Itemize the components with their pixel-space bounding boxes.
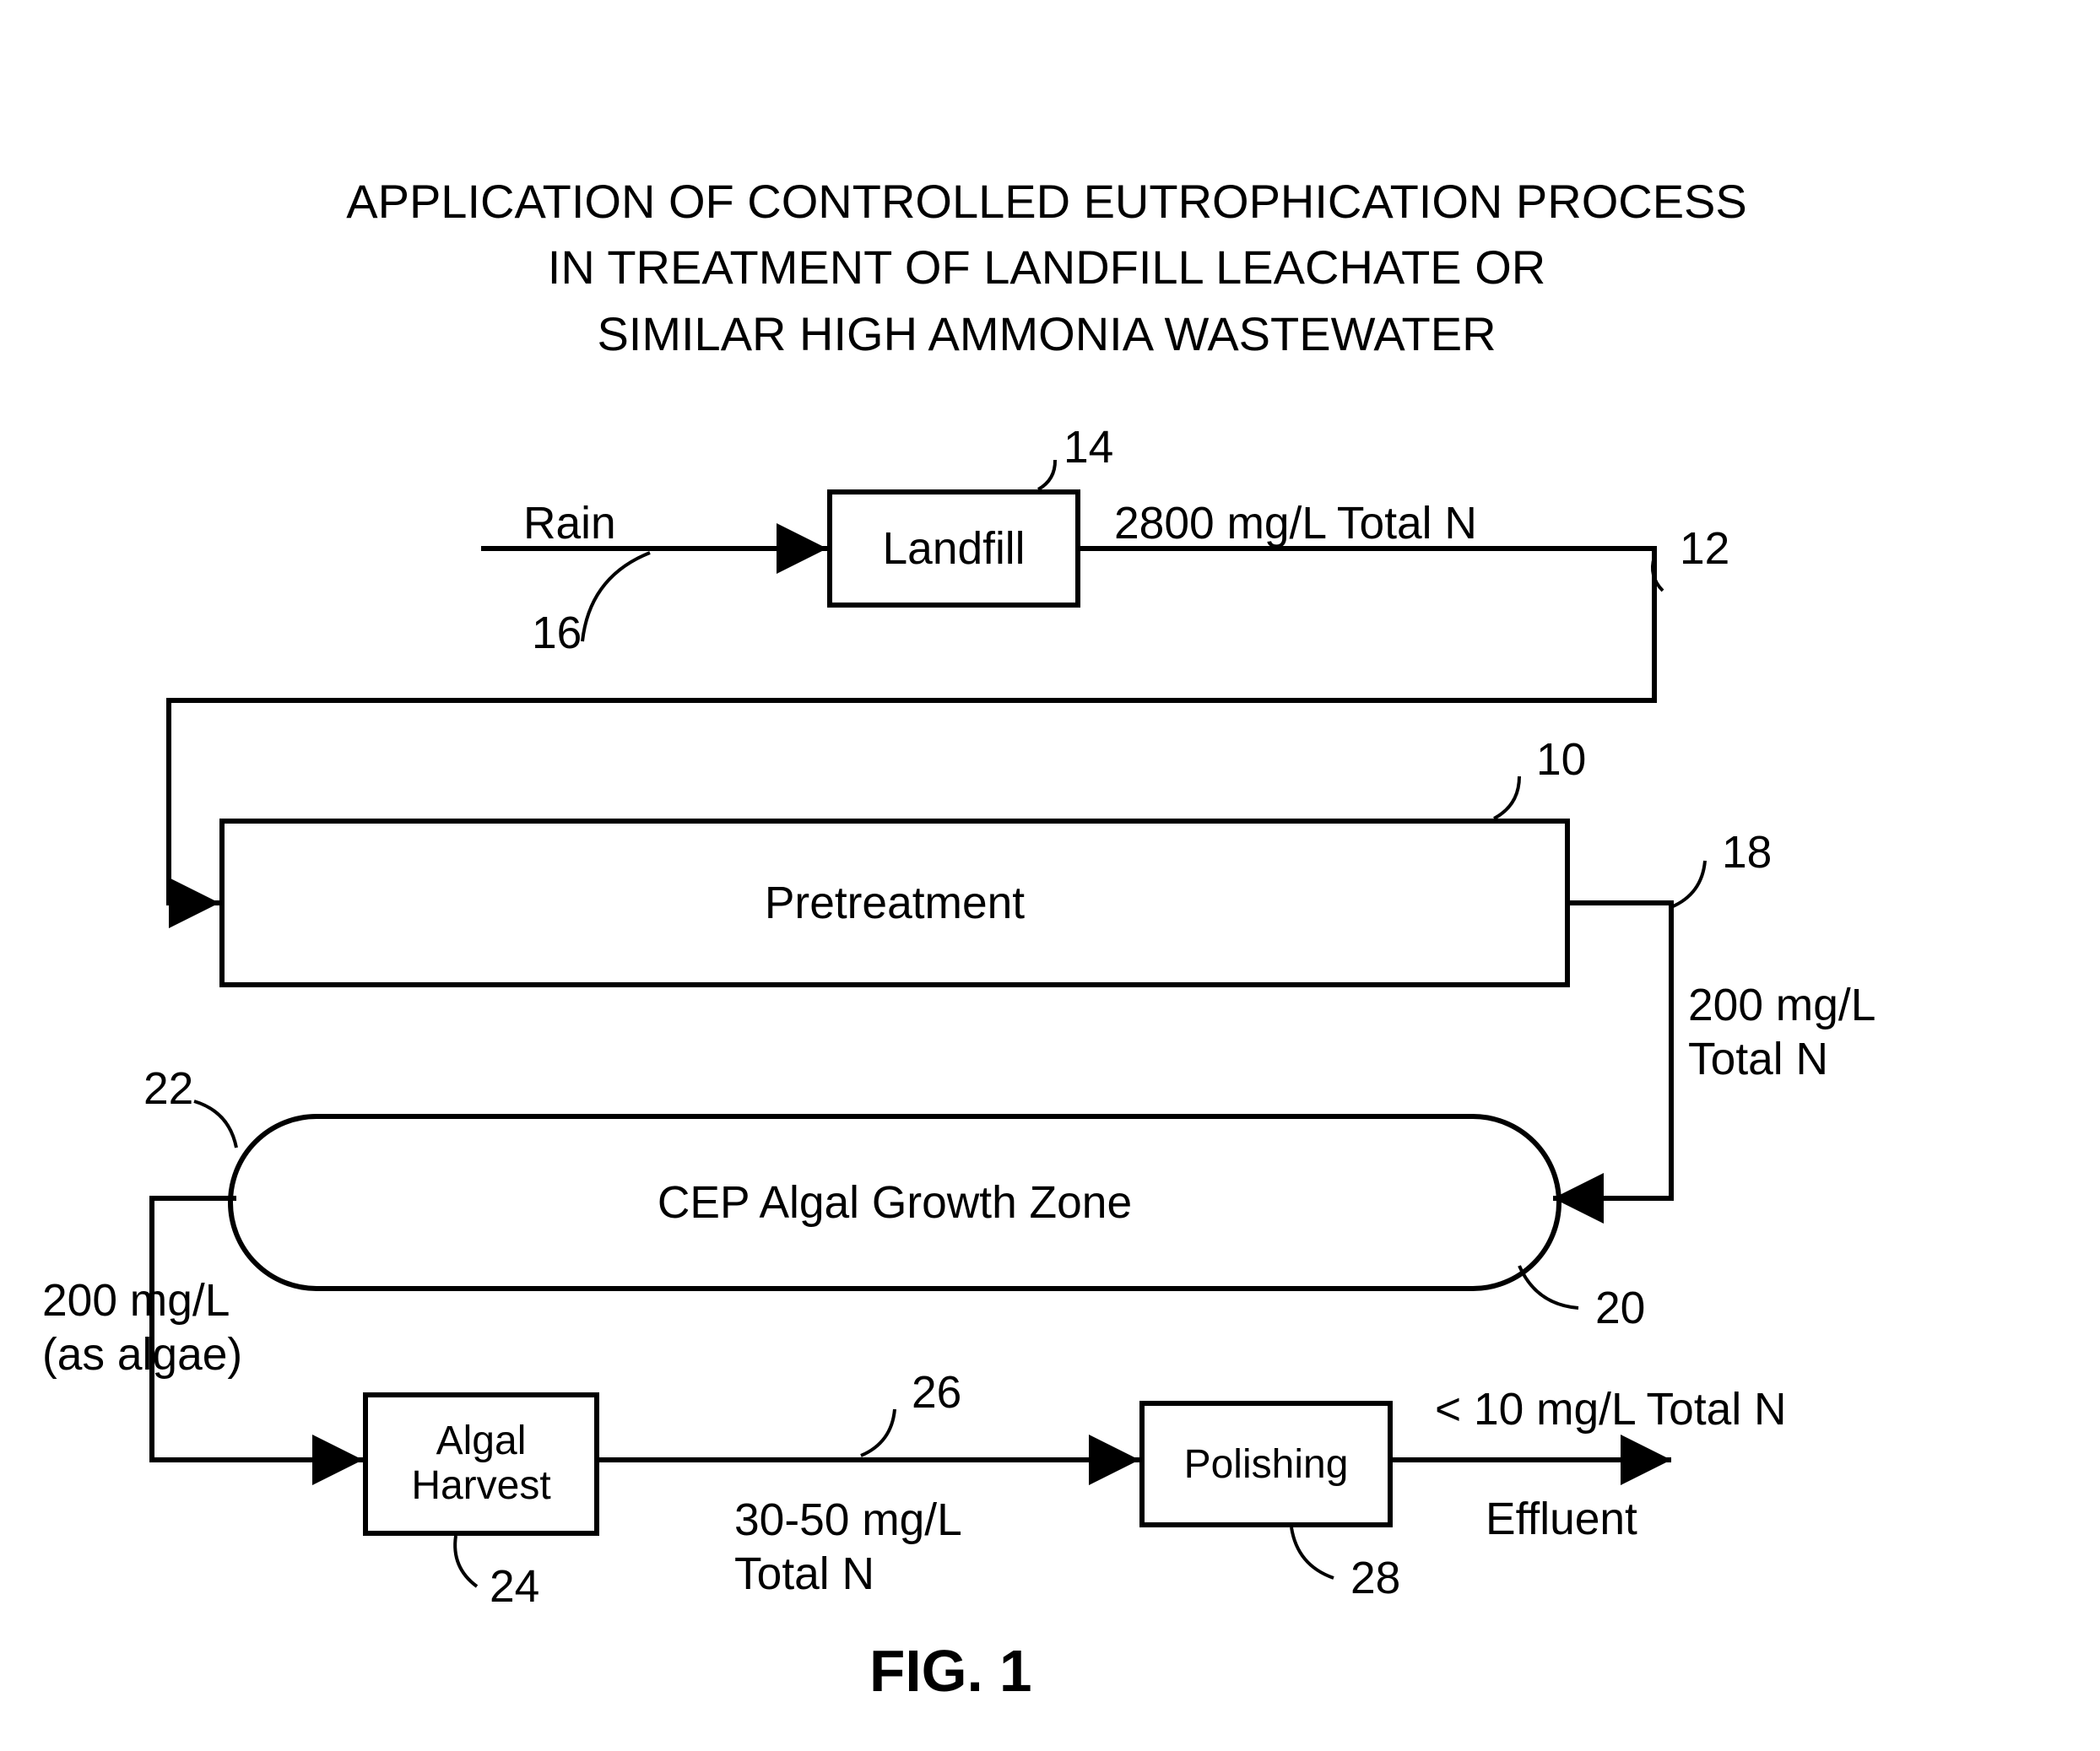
n200-pretreat-label: 200 mg/L Total N: [1688, 979, 1875, 1087]
ref-10: 10: [1536, 734, 1586, 786]
ref-28: 28: [1350, 1553, 1400, 1604]
cep-label: CEP Algal Growth Zone: [658, 1177, 1132, 1229]
lt10-label: < 10 mg/L Total N: [1435, 1384, 1787, 1435]
polishing-label: Polishing: [1184, 1441, 1349, 1488]
ref-24: 24: [490, 1561, 539, 1613]
ref-16: 16: [532, 608, 582, 659]
pretreatment-label: Pretreatment: [765, 878, 1025, 929]
ref-12: 12: [1680, 523, 1729, 575]
n200-algae-label: 200 mg/L (as algae): [42, 1274, 242, 1382]
ref-22: 22: [143, 1063, 193, 1115]
figure-label: FIG. 1: [869, 1637, 1032, 1705]
title-line2: IN TREATMENT OF LANDFILL LEACHATE OR: [253, 235, 1840, 300]
landfill-box: Landfill: [827, 489, 1080, 608]
pretreatment-box: Pretreatment: [219, 819, 1570, 987]
ref-20: 20: [1595, 1283, 1645, 1334]
title-line3: SIMILAR HIGH AMMONIA WASTEWATER: [253, 301, 1840, 367]
rain-label: Rain: [523, 498, 616, 549]
cep-pill: CEP Algal Growth Zone: [228, 1114, 1561, 1291]
ref-18: 18: [1722, 827, 1772, 878]
effluent-label: Effluent: [1486, 1494, 1637, 1545]
n2800-label: 2800 mg/L Total N: [1114, 498, 1477, 549]
ref-14: 14: [1064, 422, 1113, 473]
diagram-canvas: APPLICATION OF CONTROLLED EUTROPHICATION…: [0, 0, 2100, 1751]
n30-50-label: 30-50 mg/L Total N: [734, 1494, 962, 1602]
diagram-title: APPLICATION OF CONTROLLED EUTROPHICATION…: [253, 169, 1840, 367]
harvest-label: Algal Harvest: [411, 1419, 550, 1509]
polishing-box: Polishing: [1139, 1401, 1393, 1527]
title-line1: APPLICATION OF CONTROLLED EUTROPHICATION…: [253, 169, 1840, 235]
landfill-label: Landfill: [883, 523, 1026, 575]
ref-26: 26: [912, 1367, 961, 1419]
harvest-box: Algal Harvest: [363, 1392, 599, 1536]
